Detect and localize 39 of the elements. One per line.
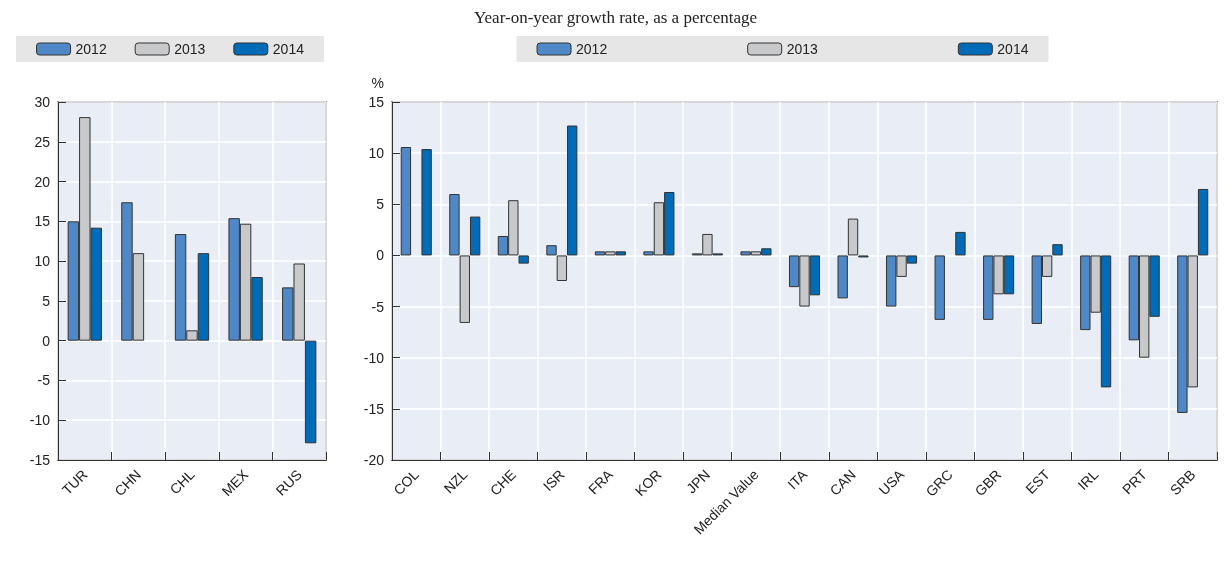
y-tick-label: -15 [29, 452, 51, 468]
y-tick-label: -20 [363, 452, 385, 468]
y-tick-label: 25 [34, 133, 51, 150]
x-tick-label: NZL [440, 466, 471, 497]
y-tick-label: 0 [376, 247, 385, 264]
x-tick-label: FRA [584, 465, 617, 498]
y-tick-label: -10 [363, 349, 385, 366]
y-tick-label: 30 [34, 94, 51, 110]
legend-label: 2013 [174, 41, 206, 57]
y-tick-label: -5 [371, 298, 385, 315]
y-tick-label: -15 [363, 400, 385, 417]
legend-label: 2014 [272, 41, 305, 57]
bar [955, 231, 966, 256]
x-tick-label: USA [875, 465, 908, 498]
legend-label: 2013 [786, 41, 819, 57]
y-tick-label: 10 [34, 253, 51, 270]
y-tick-label: 20 [34, 173, 51, 190]
x-tick-label: COL [390, 466, 423, 498]
y-tick-label: 5 [376, 196, 385, 213]
y-tick-label: 15 [34, 213, 51, 230]
y-axis-title: % [371, 75, 384, 91]
y-tick-label: 5 [42, 292, 51, 309]
chart-subtitle: Year-on-year growth rate, as a percentage [473, 8, 757, 27]
x-tick-label: ITA [784, 465, 811, 493]
x-tick-label: CHL [166, 466, 198, 498]
y-tick-label: -10 [29, 412, 51, 429]
y-tick-label: 15 [368, 94, 385, 110]
legend-label: 2014 [997, 41, 1029, 57]
bar [421, 149, 432, 256]
x-tick-label: ISR [539, 466, 568, 495]
bar [934, 255, 945, 320]
y-tick-label: 0 [42, 332, 51, 349]
x-tick-label: IRL [1074, 466, 1102, 494]
y-tick-label: -5 [37, 372, 51, 389]
bar [304, 340, 317, 444]
legend-label: 2012 [75, 41, 107, 57]
legend-label: 2012 [576, 41, 608, 57]
x-tick-label: TUR [58, 466, 91, 498]
y-tick-label: 10 [368, 145, 385, 162]
